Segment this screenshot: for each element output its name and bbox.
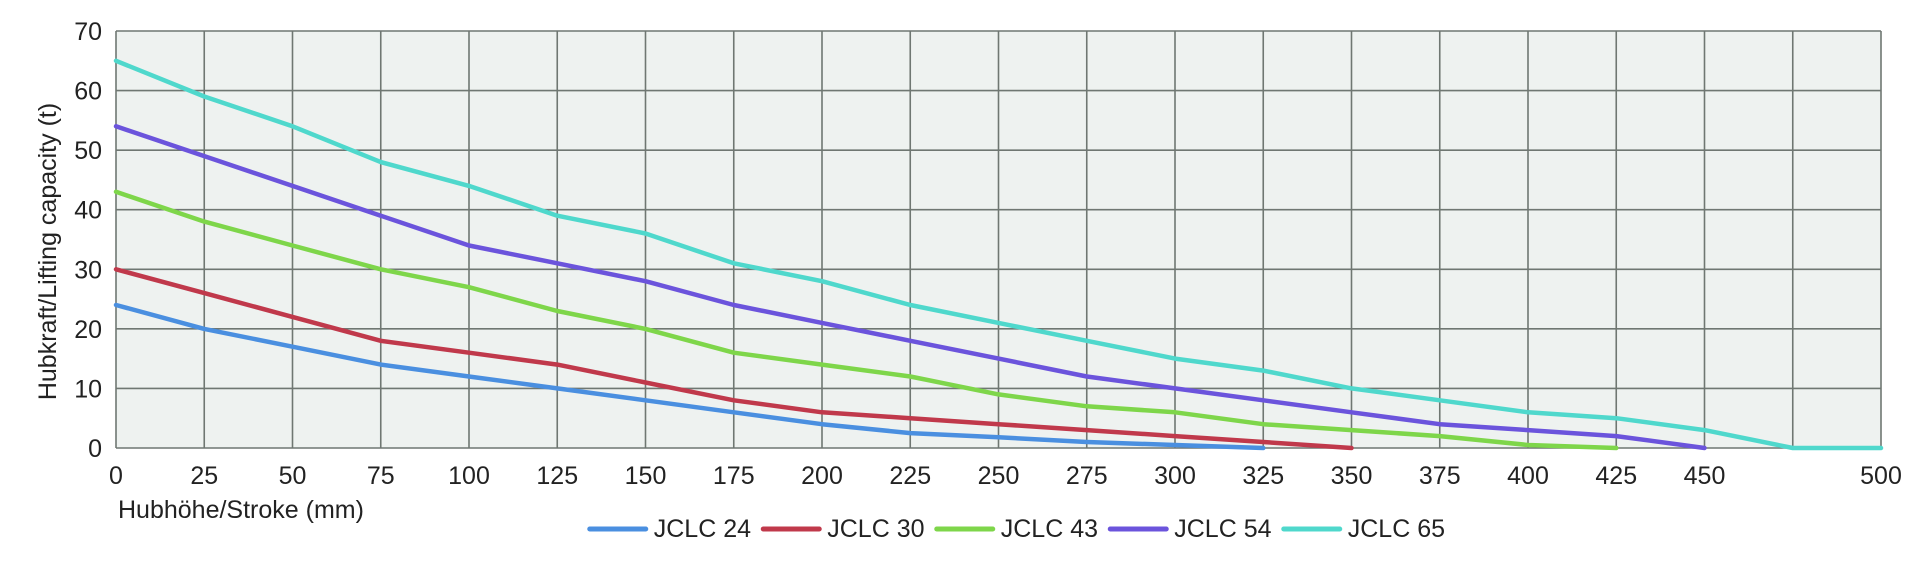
x-tick-label: 350	[1331, 462, 1373, 490]
x-tick-label: 25	[190, 462, 218, 490]
x-tick-label: 300	[1154, 462, 1196, 490]
x-tick-label: 50	[279, 462, 307, 490]
series-line-jclc-30	[113, 267, 1354, 451]
series-lines	[113, 58, 1884, 451]
series-line-jclc-65	[113, 58, 1884, 451]
x-tick-label: 425	[1595, 462, 1637, 490]
x-tick-label: 125	[536, 462, 578, 490]
x-tick-label: 450	[1684, 462, 1726, 490]
x-tick-label: 400	[1507, 462, 1549, 490]
x-tick-label: 75	[367, 462, 395, 490]
y-axis-title: Hubkraft/Lifting capacity (t)	[34, 103, 62, 400]
series-line-jclc-24	[113, 302, 1266, 451]
x-tick-labels: 0 25 50 75 100 125 150 175 200 225 250 275 300 325 350…	[109, 462, 1902, 490]
y-tick-label: 70	[74, 18, 102, 46]
y-tick-label: 60	[74, 78, 102, 106]
y-tick-label: 20	[74, 316, 102, 344]
y-tick-label: 40	[74, 197, 102, 225]
y-tick-label: 50	[74, 137, 102, 165]
x-axis-title: Hubhöhe/Stroke (mm)	[118, 496, 364, 524]
x-tick-label: 175	[713, 462, 755, 490]
legend-label: JCLC 54	[1174, 515, 1271, 543]
y-tick-label: 0	[88, 435, 102, 463]
y-tick-label: 10	[74, 375, 102, 403]
y-tick-label: 30	[74, 256, 102, 284]
x-tick-label: 500	[1860, 462, 1902, 490]
x-tick-label: 200	[801, 462, 843, 490]
series-line-jclc-43	[113, 189, 1619, 451]
x-tick-label: 250	[978, 462, 1020, 490]
grid-lines	[115, 30, 1882, 449]
legend-label: JCLC 43	[1001, 515, 1098, 543]
y-tick-labels: 0 10 20 30 40 50 60 70	[74, 18, 102, 463]
x-tick-label: 275	[1066, 462, 1108, 490]
legend-label: JCLC 24	[654, 515, 751, 543]
x-tick-label: 0	[109, 462, 123, 490]
legend: JCLC 24 JCLC 30 JCLC 43 JCLC 54 JCLC 65	[587, 515, 1445, 543]
legend-label: JCLC 65	[1348, 515, 1445, 543]
legend-label: JCLC 30	[827, 515, 924, 543]
x-tick-label: 325	[1242, 462, 1284, 490]
x-tick-label: 100	[448, 462, 490, 490]
x-tick-label: 375	[1419, 462, 1461, 490]
series-line-jclc-54	[113, 124, 1707, 451]
x-tick-label: 225	[889, 462, 931, 490]
x-tick-label: 150	[625, 462, 667, 490]
